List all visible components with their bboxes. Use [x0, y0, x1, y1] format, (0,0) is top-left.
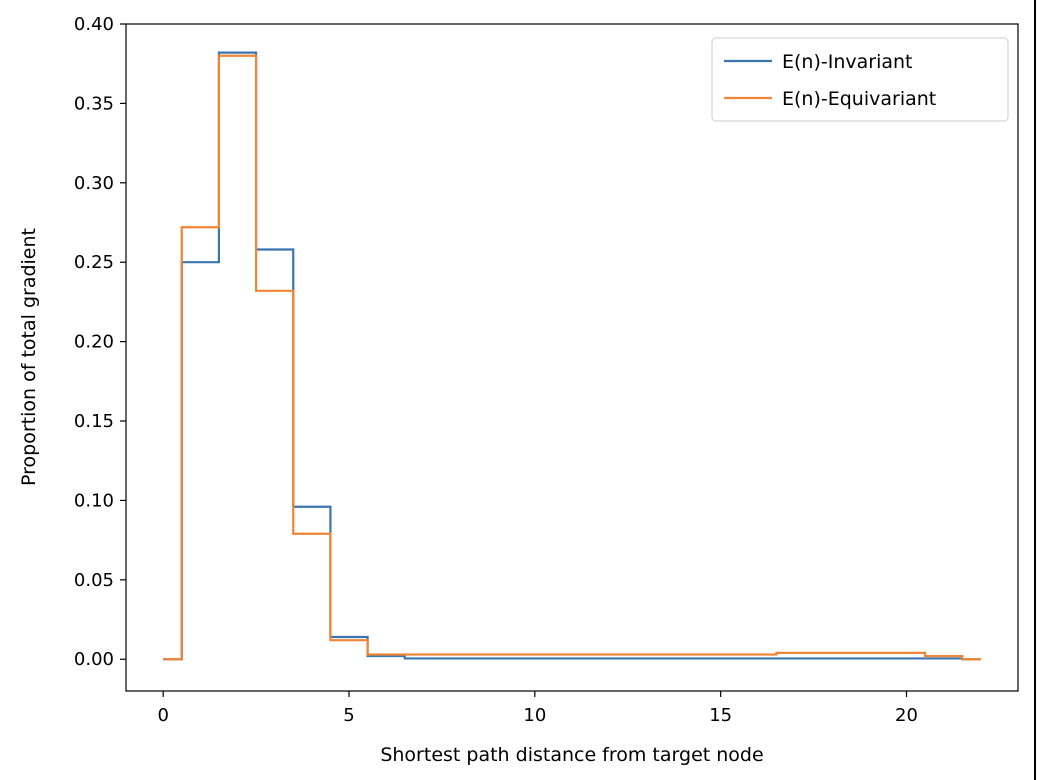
x-tick-label: 5: [343, 705, 354, 726]
x-axis-ticks: 0 5 10 15 20: [157, 691, 918, 726]
x-tick-label: 15: [709, 705, 732, 726]
y-tick-label: 0.10: [74, 490, 114, 511]
y-tick-label: 0.00: [74, 649, 114, 670]
series-line-equivariant: [163, 54, 981, 661]
x-tick-label: 20: [895, 705, 918, 726]
y-tick-label: 0.15: [74, 411, 114, 432]
legend-box: [711, 37, 1009, 122]
plot-frame: [125, 23, 1019, 692]
series-layer: [163, 51, 981, 661]
y-tick-label: 0.25: [74, 252, 114, 273]
y-tick-label: 0.30: [74, 173, 114, 194]
y-axis-label: Proportion of total gradient: [18, 228, 40, 486]
y-axis-ticks: 0.00 0.05 0.10 0.15 0.20 0.25 0.30 0.35 0.40: [74, 14, 126, 670]
y-tick-label: 0.40: [74, 14, 114, 35]
legend-label-invariant: E(n)-Invariant: [782, 51, 913, 73]
y-tick-label: 0.05: [74, 570, 114, 591]
x-tick-label: 10: [523, 705, 546, 726]
legend: E(n)-Invariant E(n)-Equivariant: [711, 37, 1009, 122]
y-tick-label: 0.35: [74, 93, 114, 114]
right-border-line: [1034, 0, 1036, 780]
x-axis-label: Shortest path distance from target node: [380, 744, 763, 766]
legend-label-equivariant: E(n)-Equivariant: [782, 88, 936, 110]
x-tick-label: 0: [157, 705, 168, 726]
y-tick-label: 0.20: [74, 332, 114, 353]
